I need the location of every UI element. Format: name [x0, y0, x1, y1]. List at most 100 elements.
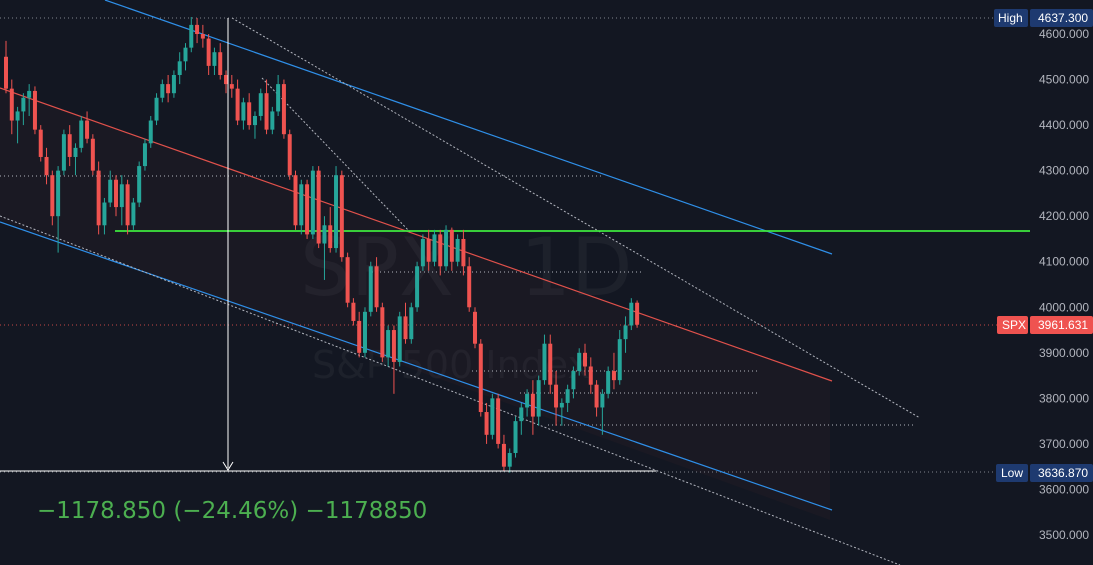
measure-label: −1178.850 (−24.46%) −1178850	[37, 498, 427, 524]
candle-body	[293, 175, 298, 226]
candle-body	[79, 120, 84, 148]
candle-body	[536, 380, 541, 417]
candle-body	[114, 179, 119, 208]
candle-body	[218, 52, 223, 75]
y-tick-label: 4600.000	[1039, 27, 1089, 41]
candle-body	[472, 311, 477, 344]
candle-body	[328, 225, 333, 249]
candle-body	[305, 184, 310, 235]
candle-body	[513, 421, 518, 454]
wedge-inner-dotted	[261, 77, 411, 233]
y-tick-label: 4200.000	[1039, 209, 1089, 223]
measure-arrow-head	[222, 461, 234, 471]
candle-body	[322, 225, 327, 244]
candle-body	[565, 389, 570, 403]
candle-body	[15, 111, 20, 121]
candle-body	[200, 34, 205, 39]
candle-body	[276, 84, 281, 112]
candle-body	[357, 320, 362, 353]
candle-body	[415, 266, 420, 308]
high-tag-value: 4637.300	[1038, 11, 1088, 25]
candle-body	[241, 102, 246, 121]
candle-body	[374, 266, 379, 308]
last-tag-label: SPX	[1002, 318, 1026, 332]
candle-body	[588, 366, 593, 385]
candle-body	[629, 302, 634, 326]
candle-body	[67, 134, 72, 157]
candle-body	[484, 412, 489, 435]
price-axis[interactable]: 4600.000 4500.000 4400.000 4300.000 4200.000…	[1039, 27, 1089, 542]
candle-body	[73, 147, 78, 157]
candle-body	[229, 84, 234, 89]
y-tick-label: 3900.000	[1039, 346, 1089, 360]
candle-body	[548, 343, 553, 385]
y-tick-label: 3800.000	[1039, 391, 1089, 405]
wedge-upper-dotted	[231, 17, 921, 419]
candle-body	[258, 93, 263, 116]
candle-body	[351, 302, 356, 321]
candle-body	[368, 266, 373, 312]
candle-body	[455, 238, 460, 262]
candle-body	[403, 316, 408, 340]
candle-body	[96, 170, 101, 226]
candle-body	[623, 325, 628, 340]
candle-body	[247, 102, 252, 126]
candle-body	[177, 61, 182, 75]
low-tag-label: Low	[1001, 466, 1023, 480]
candle-body	[50, 175, 55, 217]
candle-body	[635, 302, 640, 325]
candle-body	[461, 238, 466, 267]
candle-body	[166, 84, 171, 94]
low-tag-value: 3636.870	[1038, 466, 1088, 480]
candle-body	[571, 371, 576, 390]
candle-body	[212, 52, 217, 66]
candle-body	[32, 90, 37, 130]
candle-body	[85, 120, 90, 139]
candle-body	[171, 74, 176, 94]
y-tick-label: 4400.000	[1039, 118, 1089, 132]
candle-body	[600, 393, 605, 408]
candle-body	[316, 170, 321, 244]
candle-body	[426, 238, 431, 262]
candle-body	[183, 47, 188, 62]
candle-body	[501, 443, 506, 467]
candle-body	[438, 234, 443, 267]
candle-body	[287, 134, 292, 176]
candle-body	[525, 393, 530, 408]
candle-body	[119, 184, 124, 208]
low-tag: Low 3636.870	[996, 464, 1093, 482]
candle-body	[4, 56, 8, 89]
candle-body	[21, 97, 26, 112]
candle-body	[345, 257, 350, 303]
candle-body	[409, 307, 414, 340]
candle-body	[611, 371, 616, 381]
y-tick-label: 4300.000	[1039, 164, 1089, 178]
candle-body	[154, 97, 159, 121]
candle-body	[148, 120, 153, 144]
candle-body	[264, 93, 269, 130]
candle-body	[339, 175, 344, 258]
candle-body	[142, 143, 147, 167]
last-price-tag: SPX 3961.631	[997, 316, 1093, 334]
candle-body	[102, 202, 107, 226]
candle-body	[519, 407, 524, 422]
y-tick-label: 4500.000	[1039, 73, 1089, 87]
candle-body	[617, 339, 622, 381]
high-tag-label: High	[998, 11, 1023, 25]
candle-body	[380, 307, 385, 358]
candle-body	[432, 234, 437, 262]
high-tag: High 4637.300	[994, 9, 1093, 27]
candle-body	[125, 184, 130, 226]
candle-body	[189, 24, 194, 48]
y-tick-label: 4000.000	[1039, 300, 1089, 314]
candle-body	[530, 393, 535, 417]
candle-body	[281, 84, 286, 135]
candle-body	[310, 170, 315, 235]
y-tick-label: 4100.000	[1039, 255, 1089, 269]
y-tick-label: 3500.000	[1039, 528, 1089, 542]
candle-body	[108, 179, 113, 203]
candle-body	[507, 453, 512, 467]
candle-body	[386, 330, 391, 358]
candle-body	[299, 184, 304, 226]
